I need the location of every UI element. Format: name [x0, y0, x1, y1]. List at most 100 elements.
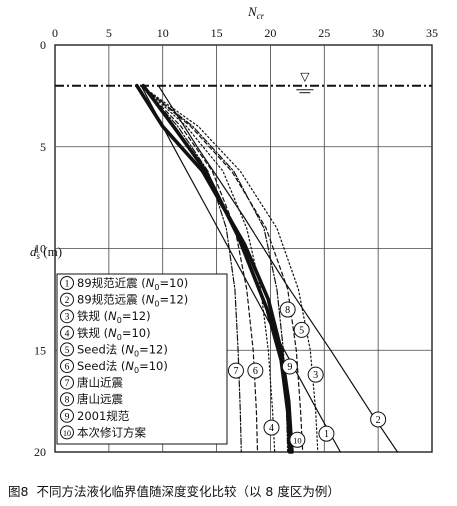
legend-label: 2001规范 — [77, 409, 130, 423]
legend-item-4: 4 铁规 (N0=10) — [60, 325, 151, 342]
y-axis-ticks: 0 5 10 15 20 — [34, 38, 46, 459]
curve-marker-4: 4 — [263, 419, 280, 436]
y-tick-label: 20 — [34, 445, 46, 459]
water-table-symbol: ▽ — [300, 70, 310, 84]
x-tick-label: 15 — [211, 26, 223, 40]
curve-marker-number: 1 — [324, 429, 329, 440]
legend-box — [56, 273, 228, 445]
figure-caption: 图8 不同方法液化临界值随深度变化比较（以 8 度区为例） — [8, 481, 453, 500]
figure-number: 图8 — [8, 484, 29, 499]
x-tick-label: 0 — [52, 26, 58, 40]
curve-markers: 1 2 3 4 5 6 7 8 9 10 — [227, 301, 387, 448]
x-tick-label: 10 — [157, 26, 169, 40]
legend-marker-number: 3 — [65, 313, 70, 323]
legend-marker-number: 10 — [63, 429, 71, 438]
x-tick-label: 20 — [264, 26, 276, 40]
curve-marker-circle — [247, 362, 264, 379]
curve-marker-10: 10 — [289, 431, 306, 448]
x-axis-title: Ncr — [247, 4, 265, 21]
x-tick-label: 25 — [318, 26, 330, 40]
curve-marker-number: 8 — [285, 305, 290, 316]
curve-marker-8: 8 — [279, 301, 296, 318]
legend-item-9: 9 2001规范 — [60, 408, 130, 423]
legend-label: Seed法 (N0=12) — [77, 342, 168, 358]
legend-item-2: 2 89规范远震 (N0=12) — [60, 292, 188, 309]
legend-item-10: 10 本次修订方案 — [60, 425, 146, 440]
curve-marker-6: 6 — [247, 362, 264, 379]
legend-marker-circle — [60, 276, 74, 290]
legend-label: 铁规 (N0=10) — [77, 326, 151, 342]
y-tick-label: 15 — [34, 343, 46, 357]
curve-marker-number: 5 — [299, 325, 304, 336]
curve-marker-7: 7 — [227, 362, 244, 379]
legend-marker-number: 4 — [65, 329, 70, 339]
legend-item-1: 1 89规范近震 (N0=10) — [60, 276, 188, 292]
legend-label: 本次修订方案 — [77, 425, 146, 439]
series-line-1 — [140, 85, 341, 453]
curve-marker-1: 1 — [318, 425, 335, 442]
y-axis-title: ds (m) — [30, 244, 62, 261]
curve-marker-circle — [281, 358, 298, 375]
curve-marker-number: 2 — [376, 415, 381, 426]
curve-marker-circle — [227, 362, 244, 379]
legend-marker-number: 2 — [65, 296, 70, 306]
legend-item-3: 3 铁规 (N0=12) — [60, 309, 151, 325]
x-axis-ticks: 0 5 10 15 20 25 30 35 — [52, 26, 438, 40]
curve-marker-number: 3 — [313, 370, 318, 381]
legend-marker-circle — [60, 325, 74, 340]
legend-marker-number: 8 — [65, 396, 70, 406]
legend-marker-number: 1 — [65, 280, 70, 290]
legend-marker-circle — [60, 375, 74, 390]
curve-marker-5: 5 — [293, 321, 310, 338]
curve-marker-circle — [289, 431, 306, 448]
curve-marker-number: 6 — [253, 366, 258, 377]
legend-marker-circle — [60, 292, 74, 307]
y-tick-label: 5 — [40, 140, 46, 154]
legend-marker-circle — [60, 425, 74, 440]
series-line-3 — [140, 85, 319, 453]
series-line-4 — [140, 85, 276, 453]
curve-marker-number: 10 — [293, 435, 302, 445]
curve-marker-2: 2 — [370, 411, 387, 428]
legend-label: 唐山远震 — [77, 392, 123, 406]
series-line-7 — [140, 85, 242, 453]
legend-marker-circle — [60, 359, 74, 373]
curve-marker-circle — [318, 425, 335, 442]
legend: 1 89规范近震 (N0=10) 2 89规范远震 (N0=12) 3 铁规 (N0=12… — [56, 273, 228, 445]
legend-marker-circle — [60, 342, 74, 357]
y-tick-label: 10 — [34, 242, 46, 256]
curve-marker-number: 7 — [233, 366, 238, 377]
curve-marker-3: 3 — [307, 366, 324, 383]
series-line-10 — [141, 83, 292, 454]
x-tick-label: 5 — [106, 26, 112, 40]
legend-marker-number: 7 — [65, 379, 70, 389]
y-tick-label: 0 — [40, 38, 46, 52]
curve-marker-circle — [370, 411, 387, 428]
legend-item-7: 7 唐山近震 — [60, 375, 123, 390]
series-line-6 — [140, 85, 259, 453]
x-tick-label: 30 — [372, 26, 384, 40]
legend-label: 唐山近震 — [77, 376, 123, 390]
curve-marker-circle — [263, 419, 280, 436]
legend-label: 铁规 (N0=12) — [77, 309, 151, 325]
legend-item-5: 5 Seed法 (N0=12) — [60, 342, 168, 358]
legend-item-6: 6 Seed法 (N0=10) — [60, 359, 168, 375]
legend-marker-number: 6 — [65, 363, 70, 373]
water-table: ▽ — [55, 70, 432, 94]
legend-marker-circle — [60, 309, 74, 324]
figure-caption-text: 不同方法液化临界值随深度变化比较（以 8 度区为例） — [36, 484, 340, 499]
legend-marker-number: 9 — [65, 412, 70, 422]
legend-label: 89规范近震 (N0=10) — [77, 276, 188, 292]
curve-marker-circle — [307, 366, 324, 383]
curve-marker-circle — [279, 301, 296, 318]
curve-marker-circle — [293, 321, 310, 338]
legend-label: 89规范远震 (N0=12) — [77, 293, 188, 309]
legend-marker-number: 5 — [65, 346, 70, 356]
series-layer — [135, 83, 399, 454]
curve-marker-number: 4 — [269, 423, 274, 434]
legend-label: Seed法 (N0=10) — [77, 359, 168, 375]
curve-marker-number: 9 — [287, 362, 292, 373]
series-line-5 — [140, 85, 304, 453]
x-tick-label: 35 — [426, 26, 438, 40]
